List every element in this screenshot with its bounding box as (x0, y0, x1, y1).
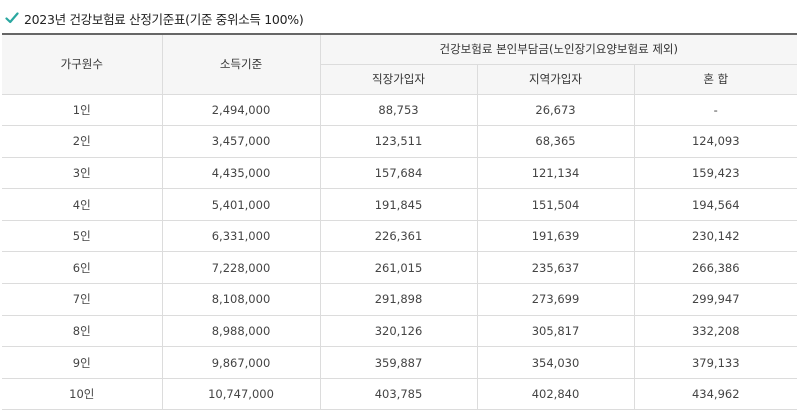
cell-workplace: 191,845 (319, 188, 478, 221)
header-household: 가구원수 (2, 34, 163, 95)
cell-workplace: 320,126 (319, 314, 478, 348)
cell-income: 7,228,000 (161, 251, 321, 285)
cell-mixed: 434,962 (633, 377, 797, 411)
header-workplace: 직장가입자 (320, 63, 478, 95)
cell-household: 3인 (2, 156, 163, 190)
cell-mixed: 332,208 (633, 314, 797, 348)
check-icon (5, 12, 19, 24)
table-title-row: 2023년 건강보험료 산정기준표(기준 중위소득 100%) (5, 8, 304, 28)
cell-income: 2,494,000 (161, 93, 321, 127)
cell-mixed: 299,947 (633, 283, 797, 316)
cell-income: 8,988,000 (161, 314, 321, 348)
cell-mixed: 124,093 (633, 125, 797, 158)
table-row: 5인 6,331,000 226,361 191,639 230,142 (2, 219, 797, 253)
header-mixed: 혼 합 (633, 63, 797, 95)
cell-workplace: 226,361 (319, 219, 478, 253)
header-regional: 지역가입자 (476, 63, 635, 95)
table-row: 7인 8,108,000 291,898 273,699 299,947 (2, 283, 797, 316)
table-row: 1인 2,494,000 88,753 26,673- (2, 93, 797, 127)
cell-income: 3,457,000 (161, 125, 321, 158)
table-row: 8인 8,988,000 320,126 305,817 332,208 (2, 314, 797, 348)
table-row: 2인 3,457,000 123,511 68,365 124,093 (2, 125, 797, 158)
cell-income: 8,108,000 (161, 283, 321, 316)
cell-regional: 235,637 (476, 251, 635, 285)
cell-regional: 354,030 (476, 346, 635, 379)
cell-income: 9,867,000 (161, 346, 321, 379)
header-income: 소득기준 (161, 34, 321, 95)
cell-regional: 26,673 (476, 93, 635, 127)
cell-regional: 121,134 (476, 156, 635, 190)
cell-mixed: 159,423 (633, 156, 797, 190)
cell-workplace: 359,887 (319, 346, 478, 379)
table-row: 9인 9,867,000 359,887 354,030 379,133 (2, 346, 797, 379)
cell-workplace: 403,785 (319, 377, 478, 411)
cell-workplace: 261,015 (319, 251, 478, 285)
premium-table: 가구원수 소득기준 건강보험료 본인부담금(노인장기요양보험료 제외) 직장가입… (2, 33, 797, 411)
table-row: 3인 4,435,000 157,684 121,134 159,423 (2, 156, 797, 190)
cell-regional: 151,504 (476, 188, 635, 221)
table-row: 4인 5,401,000 191,845 151,504 194,564 (2, 188, 797, 221)
cell-income: 10,747,000 (161, 377, 321, 411)
cell-income: 4,435,000 (161, 156, 321, 190)
table-row: 10인 10,747,000 403,785 402,840 434,962 (2, 377, 797, 411)
cell-mixed: 194,564 (633, 188, 797, 221)
cell-regional: 402,840 (476, 377, 635, 411)
cell-household: 9인 (2, 346, 163, 379)
header-premium-group: 건강보험료 본인부담금(노인장기요양보험료 제외) (319, 34, 797, 65)
cell-mixed: 266,386 (633, 251, 797, 285)
cell-household: 2인 (2, 125, 163, 158)
cell-workplace: 157,684 (319, 156, 478, 190)
table-title: 2023년 건강보험료 산정기준표(기준 중위소득 100%) (24, 11, 304, 27)
cell-income: 5,401,000 (161, 188, 321, 221)
cell-household: 1인 (2, 93, 163, 127)
cell-household: 5인 (2, 219, 163, 253)
cell-mixed: 230,142 (633, 219, 797, 253)
cell-regional: 305,817 (476, 314, 635, 348)
cell-workplace: 291,898 (319, 283, 478, 316)
cell-household: 8인 (2, 314, 163, 348)
cell-workplace: 123,511 (319, 125, 478, 158)
cell-regional: 68,365 (476, 125, 635, 158)
cell-regional: 273,699 (476, 283, 635, 316)
cell-regional: 191,639 (476, 219, 635, 253)
cell-mixed: - (633, 93, 797, 127)
cell-household: 6인 (2, 251, 163, 285)
cell-household: 10인 (2, 377, 163, 411)
cell-mixed: 379,133 (633, 346, 797, 379)
cell-household: 4인 (2, 188, 163, 221)
cell-income: 6,331,000 (161, 219, 321, 253)
table-row: 6인 7,228,000 261,015 235,637 266,386 (2, 251, 797, 285)
cell-workplace: 88,753 (319, 93, 478, 127)
cell-household: 7인 (2, 283, 163, 316)
